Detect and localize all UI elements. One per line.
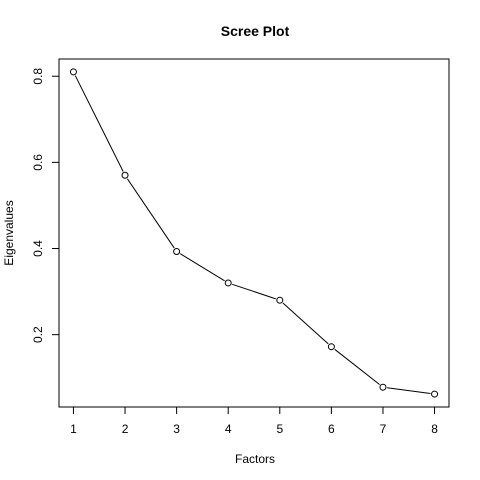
data-point [121,171,129,179]
x-tick-label: 2 [122,422,129,436]
x-tick-label: 1 [70,422,77,436]
x-axis-label: Factors [235,452,275,466]
series-line-segment [334,348,380,385]
data-point [327,343,335,351]
series-line-segment [179,253,225,282]
y-tick-label: 0.4 [31,240,45,257]
y-tick-label: 0.2 [31,326,45,343]
chart-title: Scree Plot [221,23,290,39]
series-line-segment [282,302,329,345]
series-line-segment [74,75,124,172]
x-tick-label: 7 [380,422,387,436]
y-tick-label: 0.6 [31,154,45,171]
x-axis: 1 2 3 4 5 6 7 8 [70,406,438,436]
data-point [224,279,232,287]
x-tick-label: 5 [276,422,283,436]
x-tick-label: 8 [431,422,438,436]
y-tick-label: 0.8 [31,68,45,85]
series-line-segment [387,387,431,395]
x-tick-label: 6 [328,422,335,436]
series-line-segment [126,178,175,249]
eigenvalue-series [69,68,439,398]
x-tick-label: 4 [225,422,232,436]
y-axis: 0.2 0.4 0.6 0.8 [31,68,60,343]
data-point [69,68,77,76]
x-tick-label: 3 [173,422,180,436]
data-point [276,296,284,304]
plot-area-frame [58,58,450,408]
series-line-segment [232,283,276,300]
y-axis-label: Eigenvalues [2,200,16,265]
data-point [173,248,181,256]
data-point [379,383,387,391]
data-point [431,390,439,398]
